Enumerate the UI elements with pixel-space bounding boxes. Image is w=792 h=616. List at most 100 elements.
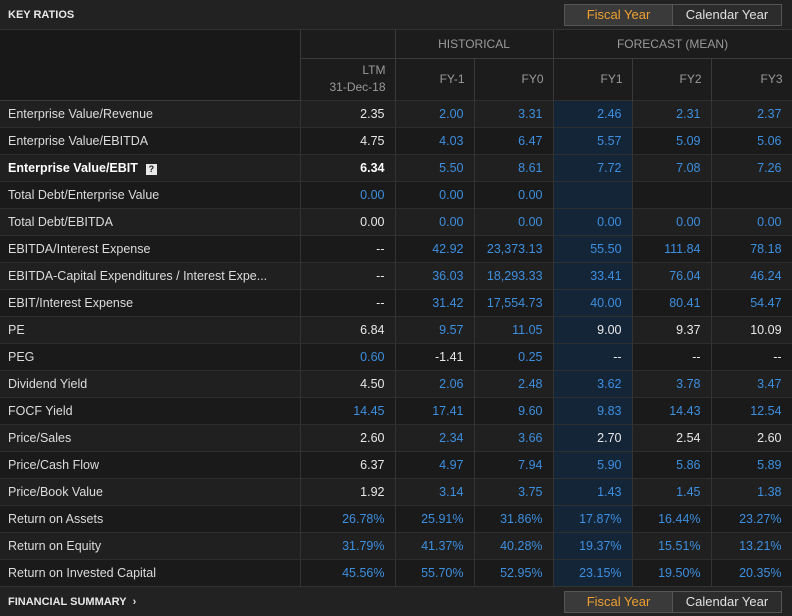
cell-fy0: 23,373.13	[474, 234, 554, 262]
cell-fy2: 15.51%	[632, 531, 712, 559]
cell-fy1: 9.00	[553, 315, 633, 343]
row-label-text: Price/Cash Flow	[8, 457, 99, 472]
table-row: EBIT/Interest Expense -- 31.42 17,554.73 40.…	[0, 288, 792, 316]
table-row: Dividend Yield 4.50 2.06 2.48 3.62 3.78 3.47	[0, 369, 792, 397]
row-label: PEG	[0, 342, 301, 370]
cell-fy3: 46.24	[711, 261, 792, 289]
row-label-text: EBITDA-Capital Expenditures / Interest E…	[8, 268, 268, 283]
cell-fy1: 33.41	[553, 261, 633, 289]
fiscal-year-button[interactable]: Fiscal Year	[565, 5, 673, 25]
cell-fy0: 0.25	[474, 342, 554, 370]
table-row: Price/Cash Flow 6.37 4.97 7.94 5.90 5.86 5.89	[0, 450, 792, 478]
cell-ltm: 1.92	[300, 477, 396, 505]
table-row: Enterprise Value/EBITDA 4.75 4.03 6.47 5.57 5…	[0, 126, 792, 154]
cell-ltm: 4.50	[300, 369, 396, 397]
cell-ltm: 0.00	[300, 180, 396, 208]
cell-fy2: 0.00	[632, 207, 712, 235]
cell-fy0: 2.48	[474, 369, 554, 397]
cell-fy2: 19.50%	[632, 558, 712, 586]
cell-fy2: 16.44%	[632, 504, 712, 532]
cell-fy3: 5.06	[711, 126, 792, 154]
cell-fy2: 2.31	[632, 99, 712, 127]
cell-fy0: 40.28%	[474, 531, 554, 559]
row-label-text: Dividend Yield	[8, 376, 88, 391]
cell-fy-minus1: 55.70%	[395, 558, 475, 586]
row-label-text: Total Debt/EBITDA	[8, 214, 113, 229]
fy-minus1-column-header: FY-1	[395, 58, 475, 100]
cell-fy0: 8.61	[474, 153, 554, 181]
cell-fy1: --	[553, 342, 633, 370]
ltm-label: LTM	[362, 63, 386, 77]
footer-calendar-year-button[interactable]: Calendar Year	[673, 592, 781, 612]
cell-fy0: 0.00	[474, 180, 554, 208]
cell-fy1: 0.00	[553, 207, 633, 235]
ltm-column-header: LTM 31-Dec-18	[300, 58, 396, 100]
cell-fy-minus1: 25.91%	[395, 504, 475, 532]
cell-fy1: 7.72	[553, 153, 633, 181]
ltm-group-header	[300, 30, 396, 59]
cell-fy2: 5.86	[632, 450, 712, 478]
cell-fy2: 9.37	[632, 315, 712, 343]
cell-fy0: 3.66	[474, 423, 554, 451]
row-label-text: Enterprise Value/EBIT	[8, 160, 138, 175]
row-label-text: PE	[8, 322, 25, 337]
cell-fy2: 7.08	[632, 153, 712, 181]
financial-summary-link[interactable]: FINANCIAL SUMMARY ›	[8, 596, 136, 608]
cell-fy2: 3.78	[632, 369, 712, 397]
row-label: Price/Cash Flow	[0, 450, 301, 478]
cell-ltm: 0.00	[300, 207, 396, 235]
chevron-right-icon: ›	[132, 596, 137, 608]
cell-fy1: 1.43	[553, 477, 633, 505]
cell-fy1: 5.57	[553, 126, 633, 154]
cell-ltm: 6.37	[300, 450, 396, 478]
cell-fy3: 7.26	[711, 153, 792, 181]
help-icon[interactable]: ?	[145, 163, 157, 175]
row-label: Dividend Yield	[0, 369, 301, 397]
cell-fy3	[711, 180, 792, 208]
footer-fiscal-year-button[interactable]: Fiscal Year	[565, 592, 673, 612]
key-ratios-header: KEY RATIOS Fiscal Year Calendar Year	[0, 0, 792, 30]
cell-fy-minus1: 2.06	[395, 369, 475, 397]
cell-fy0: 9.60	[474, 396, 554, 424]
table-row: Return on Assets 26.78% 25.91% 31.86% 17.87%…	[0, 504, 792, 532]
row-label: Return on Assets	[0, 504, 301, 532]
label-column-header	[0, 30, 301, 101]
row-label-text: EBITDA/Interest Expense	[8, 241, 151, 256]
row-label: FOCF Yield	[0, 396, 301, 424]
cell-fy-minus1: 9.57	[395, 315, 475, 343]
cell-ltm: --	[300, 288, 396, 316]
cell-fy-minus1: 5.50	[395, 153, 475, 181]
row-label: Total Debt/EBITDA	[0, 207, 301, 235]
cell-fy1	[553, 180, 633, 208]
row-label-text: Price/Book Value	[8, 484, 103, 499]
cell-fy3: 2.37	[711, 99, 792, 127]
calendar-year-button[interactable]: Calendar Year	[673, 5, 781, 25]
cell-fy-minus1: 4.03	[395, 126, 475, 154]
cell-fy-minus1: 2.00	[395, 99, 475, 127]
cell-fy2: 5.09	[632, 126, 712, 154]
cell-fy0: 52.95%	[474, 558, 554, 586]
historical-group-header: HISTORICAL	[395, 30, 554, 59]
cell-fy-minus1: 4.97	[395, 450, 475, 478]
fy3-column-header: FY3	[711, 58, 792, 100]
row-label-text: EBIT/Interest Expense	[8, 295, 134, 310]
table-row: PEG 0.60 -1.41 0.25 -- -- --	[0, 342, 792, 370]
cell-ltm: 2.60	[300, 423, 396, 451]
cell-ltm: 31.79%	[300, 531, 396, 559]
row-label: EBITDA-Capital Expenditures / Interest E…	[0, 261, 301, 289]
cell-fy1: 2.70	[553, 423, 633, 451]
cell-fy-minus1: 41.37%	[395, 531, 475, 559]
period-toggle: Fiscal Year Calendar Year	[564, 4, 782, 26]
financial-summary-label: FINANCIAL SUMMARY	[8, 596, 127, 608]
cell-fy0: 3.31	[474, 99, 554, 127]
cell-fy-minus1: 2.34	[395, 423, 475, 451]
cell-fy-minus1: 42.92	[395, 234, 475, 262]
row-label-text: Return on Invested Capital	[8, 565, 157, 580]
table-row: Return on Invested Capital 45.56% 55.70% 52…	[0, 558, 792, 586]
row-label: EBIT/Interest Expense	[0, 288, 301, 316]
cell-fy2: 1.45	[632, 477, 712, 505]
cell-fy0: 7.94	[474, 450, 554, 478]
row-label-text: Enterprise Value/Revenue	[8, 106, 153, 121]
cell-ltm: 45.56%	[300, 558, 396, 586]
row-label: Enterprise Value/EBIT?	[0, 153, 301, 181]
